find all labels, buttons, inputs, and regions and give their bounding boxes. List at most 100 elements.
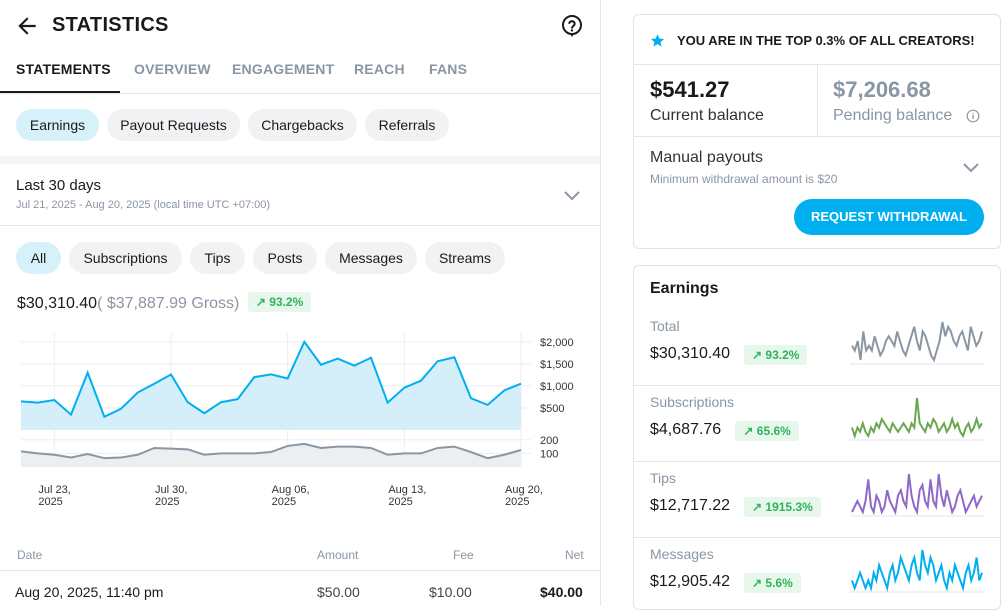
page-header: STATISTICS [0,0,600,50]
chip-earnings[interactable]: Earnings [16,109,99,141]
sparkline [850,321,984,365]
trend-up-icon: ↗ [255,295,266,309]
change-badge: ↗ 93.2% [247,292,312,312]
sparkline [850,473,984,517]
sparkline [850,397,984,441]
change-badge: ↗ 65.6% [735,421,799,441]
stats-tabs: STATEMENTS OVERVIEW ENGAGEMENT REACH FAN… [0,50,600,94]
change-value: 1915.3% [765,500,813,514]
info-icon[interactable] [966,109,980,123]
x-tick-label: Aug 13, [388,484,426,496]
earnings-breakdown-card: Earnings Total $30,310.40 ↗ 93.2% Subscript… [633,265,1001,610]
x-tick-label: 2025 [272,496,296,508]
x-tick-label: 2025 [155,496,179,508]
chip-referrals[interactable]: Referrals [365,109,449,141]
count-area-fill [21,443,521,467]
period-selector[interactable]: Last 30 days Jul 21, 2025 - Aug 20, 2025… [0,164,600,226]
row-fee: $10.00 [429,584,472,600]
balance-card: YOU ARE IN THE TOP 0.3% OF ALL CREATORS!… [633,14,1001,249]
sparkline-path [851,473,983,516]
y-tick-label: 100 [540,448,558,460]
earnings-value: $4,687.76 [650,421,722,438]
y-tick-label: $2,000 [540,337,574,349]
x-tick-label: Aug 20, [505,484,543,496]
y-tick-label: $500 [540,403,564,415]
earnings-row-total[interactable]: Total $30,310.40 ↗ 93.2% [634,310,1000,386]
y-tick-label: 200 [540,435,558,447]
change-value: 5.6% [765,576,793,590]
filter-streams[interactable]: Streams [425,242,505,274]
col-amount: Amount [317,548,359,562]
row-date: Aug 20, 2025, 11:40 pm [15,584,164,600]
tab-overview[interactable]: OVERVIEW [134,61,211,77]
col-date: Date [17,548,43,562]
active-tab-indicator [0,91,120,93]
current-balance: $541.27 Current balance [634,65,818,137]
trend-up-icon: ↗ [752,500,763,514]
current-balance-label: Current balance [650,107,764,124]
change-value: 93.2% [269,295,304,309]
sparkline-path [851,321,983,363]
earnings-label: Tips [650,470,676,486]
area-fill [21,341,521,430]
pending-balance-label: Pending balance [833,107,953,124]
tab-statements[interactable]: STATEMENTS [16,61,111,77]
arrow-left-icon[interactable] [14,13,40,39]
statistics-panel: STATISTICS STATEMENTS OVERVIEW ENGAGEMEN… [0,0,601,606]
filter-subscriptions[interactable]: Subscriptions [69,242,182,274]
sparkline-path [851,549,983,592]
y-tick-label: $1,000 [540,381,574,393]
trend-up-icon: ↗ [752,348,763,362]
earnings-value: $12,905.42 [650,573,731,590]
chevron-down-icon [963,163,979,173]
question-circle-icon[interactable] [560,14,584,38]
count-line [20,442,522,460]
chip-chargebacks[interactable]: Chargebacks [248,109,357,141]
request-withdrawal-button[interactable]: REQUEST WITHDRAWAL [794,199,984,235]
manual-payouts-toggle[interactable]: Manual payouts Minimum withdrawal amount… [634,137,1000,186]
y-tick-label: $1,500 [540,359,574,371]
earnings-row-messages[interactable]: Messages $12,905.42 ↗ 5.6% [634,538,1000,614]
net-total: $30,310.40 [17,295,98,312]
balance-sidebar: YOU ARE IN THE TOP 0.3% OF ALL CREATORS!… [601,0,1001,610]
filter-all[interactable]: All [16,242,61,274]
col-fee: Fee [453,548,474,562]
filter-posts[interactable]: Posts [253,242,317,274]
page-title: STATISTICS [52,14,169,36]
star-icon [650,34,665,47]
sparkline [850,549,984,593]
sparkline-path [851,397,983,440]
filter-tips[interactable]: Tips [190,242,245,274]
earnings-row-subscriptions[interactable]: Subscriptions $4,687.76 ↗ 65.6% [634,386,1000,462]
change-badge: ↗ 1915.3% [744,497,821,517]
earnings-row-tips[interactable]: Tips $12,717.22 ↗ 1915.3% [634,462,1000,538]
x-tick-label: 2025 [38,496,62,508]
x-tick-label: 2025 [505,496,529,508]
chip-payout-requests[interactable]: Payout Requests [107,109,240,141]
tab-reach[interactable]: REACH [354,61,405,77]
earnings-label: Total [650,318,680,334]
pending-balance-value: $7,206.68 [833,77,931,102]
section-divider [0,156,600,164]
earnings-title: Earnings [650,280,719,297]
col-net: Net [565,548,584,562]
top-creators-banner: YOU ARE IN THE TOP 0.3% OF ALL CREATORS! [634,15,1000,65]
earnings-summary: $30,310.40( $37,887.99 Gross) ↗ 93.2% [17,292,312,313]
filter-messages[interactable]: Messages [325,242,417,274]
pending-balance: $7,206.68 Pending balance [818,65,1000,137]
earnings-label: Subscriptions [650,394,735,410]
trend-up-icon: ↗ [752,576,763,590]
tab-engagement[interactable]: ENGAGEMENT [232,61,335,77]
earnings-label: Messages [650,546,714,562]
trend-up-icon: ↗ [743,424,754,438]
change-value: 93.2% [765,348,800,362]
x-tick-label: Jul 30, [155,484,187,496]
row-amount: $50.00 [317,584,360,600]
top-creators-text: YOU ARE IN THE TOP 0.3% OF ALL CREATORS! [677,33,975,48]
earnings-line [20,339,522,419]
row-net: $40.00 [540,584,583,600]
tab-fans[interactable]: FANS [429,61,468,77]
gross-total: ( $37,887.99 Gross) [97,295,240,312]
x-tick-label: 2025 [388,496,412,508]
